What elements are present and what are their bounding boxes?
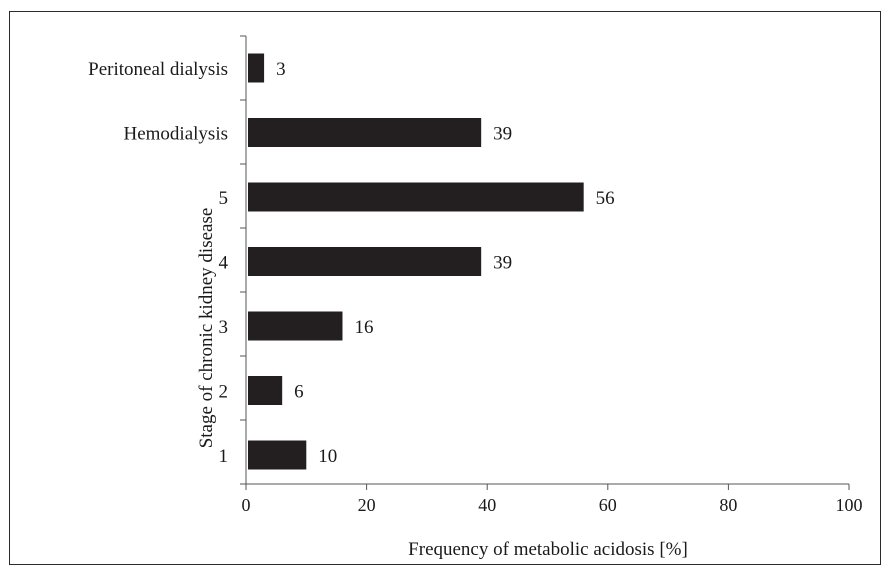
data-label-6: 10 [318, 446, 337, 467]
category-label-2: 5 [219, 188, 229, 209]
category-label-1: Hemodialysis [124, 124, 229, 145]
x-tick-label-0: 0 [242, 495, 251, 515]
bar-2 [248, 182, 584, 212]
category-label-4: 3 [219, 317, 229, 338]
bar-0 [248, 53, 265, 83]
x-tick-label-2: 40 [478, 495, 496, 515]
x-axis-title: Frequency of metabolic acidosis [%] [408, 539, 688, 560]
bar-6 [248, 440, 307, 470]
bar-5 [248, 376, 283, 405]
category-label-3: 4 [219, 253, 229, 274]
bar-1 [248, 118, 482, 147]
category-label-0: Peritoneal dialysis [88, 59, 228, 80]
x-tick-label-5: 100 [836, 495, 863, 515]
data-label-1: 39 [493, 124, 512, 145]
y-axis-title: Stage of chronic kidney disease [196, 208, 217, 449]
data-label-0: 3 [276, 59, 286, 80]
data-label-5: 6 [294, 382, 304, 403]
data-label-3: 39 [493, 253, 512, 274]
category-labels-group: Peritoneal dialysis Hemodialysis 5 4 3 2 1 [88, 59, 228, 467]
data-label-2: 56 [596, 188, 615, 209]
bar-3 [248, 247, 482, 276]
x-tick-label-1: 20 [358, 495, 376, 515]
x-tick-label-3: 60 [599, 495, 617, 515]
data-label-4: 16 [354, 317, 373, 338]
chart-frame [9, 11, 881, 565]
bar-4 [248, 311, 343, 341]
bars-group [248, 53, 584, 470]
category-label-5: 2 [219, 382, 229, 403]
category-label-6: 1 [219, 446, 229, 467]
value-labels-group: 3 39 56 39 16 6 10 [276, 59, 615, 467]
axes-group: 0 20 40 60 80 100 [240, 35, 863, 515]
x-tick-label-4: 80 [719, 495, 737, 515]
